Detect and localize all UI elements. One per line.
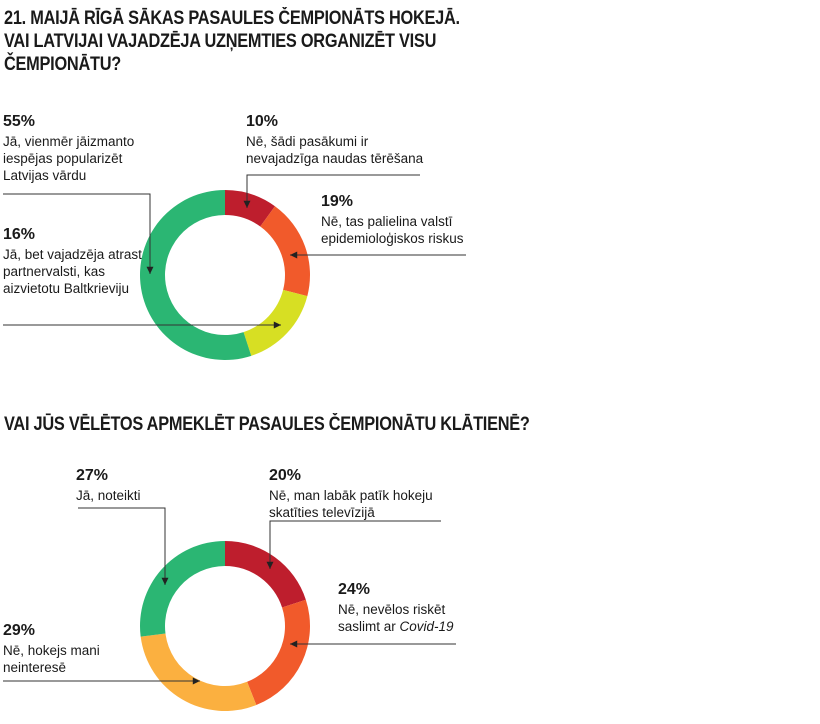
chart2-slice-2 [140,633,257,711]
chart2-slice-1 [247,599,310,706]
chart2-leader-29-arrowhead [192,677,200,685]
chart2-label-no-covid: 24% Nē, nevēlos riskēt saslimt ar Covid-… [338,580,488,635]
chart2-slice-0 [225,541,306,608]
chart1-label-no-risk: 19% Nē, tas palielina valstī epidemioloģ… [321,192,481,247]
chart1-leader-55 [3,193,151,274]
chart2-title: VAI JŪS VĒLĒTOS APMEKLĒT PASAULES ČEMPIO… [4,414,530,435]
chart2-label-yes-definitely: 27% Jā, noteikti [76,466,226,504]
chart1-leader-16-arrowhead [273,321,281,329]
label-percent: 20% [269,467,302,484]
label-text: Nē, šādi pasākumi ir nevajadzīga naudas … [246,134,424,166]
label-text: Jā, noteikti [76,488,141,503]
chart1-leader-19-arrowhead [290,251,298,259]
chart1-label-no-waste: 10% Nē, šādi pasākumi ir nevajadzīga nau… [246,112,436,167]
leader-lines [3,174,466,685]
label-percent: 16% [3,226,36,243]
label-text: Nē, tas palielina valstī epidemioloģisko… [321,214,464,246]
chart2-leader-20-arrowhead [266,561,274,569]
chart1-title: 21. MAIJĀ RĪGĀ SĀKAS PASAULES ČEMPIONĀTS… [4,8,460,75]
chart1-label-yes-partner: 16% Jā, bet vajadzēja atrast partnervals… [3,225,143,297]
chart2-label-no-tv: 20% Nē, man labāk patīk hokeju skatīties… [269,466,459,521]
label-text: Jā, bet vajadzēja atrast partnervalsti, … [3,247,142,296]
chart2-leader-27-arrowhead [161,577,169,585]
chart2-leader-27 [78,507,166,585]
chart1-slice-0 [225,190,275,227]
chart2-donut [140,541,310,711]
chart1-label-yes-popularize: 55% Jā, vienmēr jāizmanto iespējas popul… [3,112,153,184]
label-percent: 27% [76,467,109,484]
chart1-donut [140,190,310,360]
chart1-leader-10-arrowhead [243,200,251,208]
label-text-main: Nē, nevēlos riskēt saslimt ar [338,602,446,634]
label-text: Jā, vienmēr jāizmanto iespējas populariz… [3,134,135,183]
chart1-leader-10 [246,174,420,208]
chart2-leader-24-arrowhead [290,640,298,648]
label-text: Nē, man labāk patīk hokeju skatīties tel… [269,488,433,520]
label-text-emphasis: Covid-19 [399,619,454,634]
label-percent: 55% [3,113,36,130]
chart1-slice-3 [140,190,252,360]
chart2-slice-3 [140,541,225,637]
label-percent: 29% [3,622,36,639]
label-text: Nē, hokejs mani neinteresē [3,643,100,675]
chart1-slice-1 [260,206,310,297]
label-percent: 24% [338,581,371,598]
chart2-label-no-interest: 29% Nē, hokejs mani neinteresē [3,621,133,676]
label-percent: 10% [246,113,279,130]
label-text: Nē, nevēlos riskēt saslimt ar Covid-19 [338,601,488,635]
chart2-leader-20 [269,520,441,569]
chart1-leader-55-arrowhead [146,266,154,274]
label-percent: 19% [321,193,354,210]
